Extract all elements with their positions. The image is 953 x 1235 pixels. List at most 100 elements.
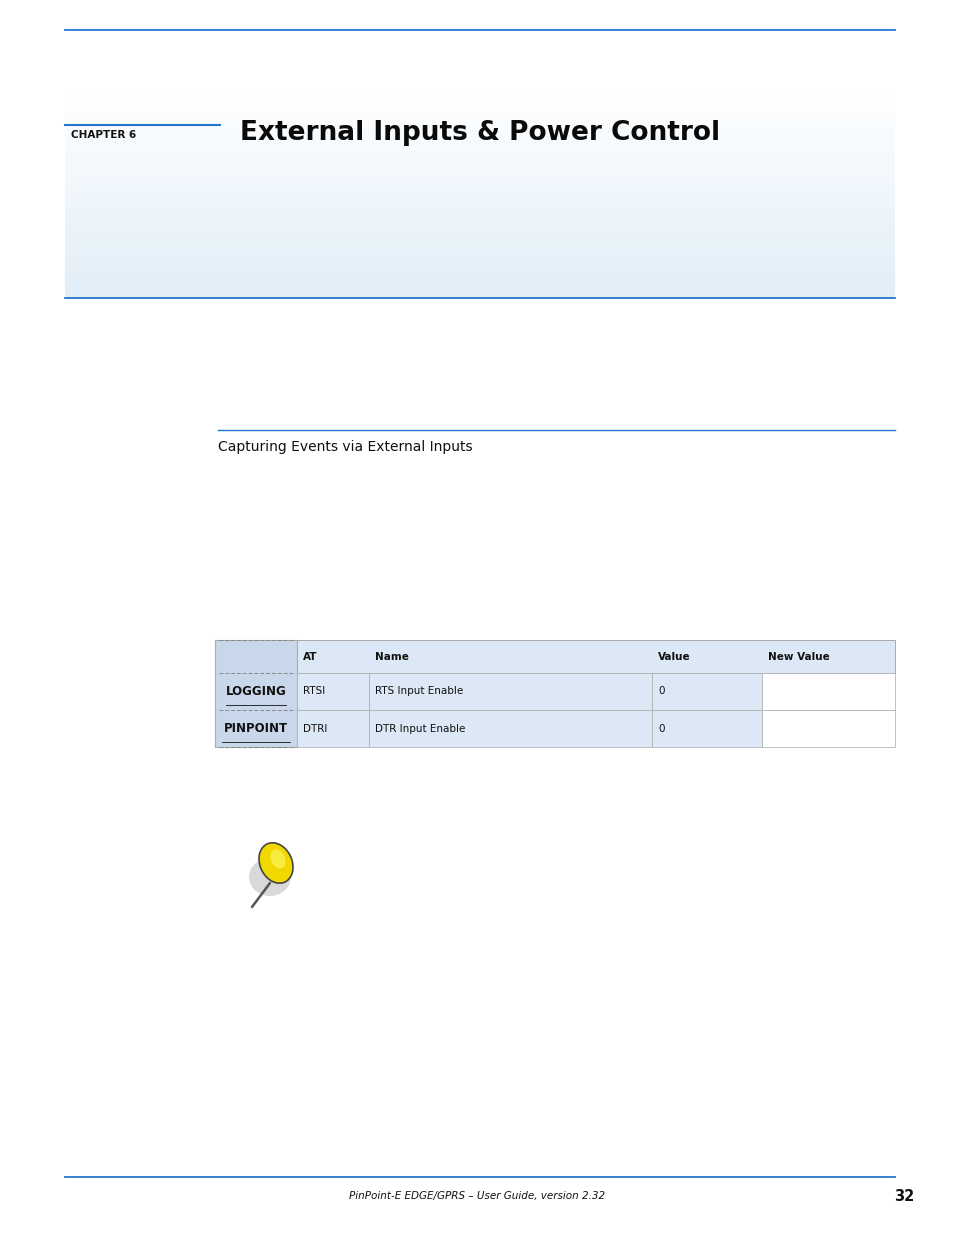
Bar (65, 120, 894, 122)
Bar (65, 285, 894, 288)
Bar (65, 261, 894, 263)
Bar (65, 154, 894, 157)
Bar (65, 290, 894, 293)
Text: Capturing Events via External Inputs: Capturing Events via External Inputs (218, 440, 472, 454)
Text: New Value: New Value (767, 652, 829, 662)
Bar (65, 191, 894, 194)
Text: PINPOINT: PINPOINT (224, 722, 288, 735)
Bar (65, 249, 894, 253)
Text: DTR Input Enable: DTR Input Enable (375, 724, 465, 734)
Bar (65, 180, 894, 184)
Bar (65, 295, 894, 298)
Bar (65, 178, 894, 180)
Bar (65, 245, 894, 247)
Bar (296, 673, 369, 710)
Bar (65, 224, 894, 226)
Bar (65, 168, 894, 170)
Bar (65, 288, 894, 290)
Bar (65, 101, 894, 104)
Bar (65, 149, 894, 152)
Bar (65, 212, 894, 215)
Bar (65, 111, 894, 115)
Bar (65, 279, 894, 282)
Text: AT: AT (303, 652, 317, 662)
Bar (65, 205, 894, 207)
Bar (369, 710, 651, 747)
Bar (65, 226, 894, 228)
Text: RTSI: RTSI (303, 687, 325, 697)
Bar (65, 136, 894, 138)
Bar (65, 165, 894, 168)
Bar (296, 710, 369, 747)
Bar (651, 673, 761, 710)
Bar (65, 157, 894, 159)
Bar (65, 175, 894, 178)
Text: LOGGING: LOGGING (226, 685, 286, 698)
Bar (65, 263, 894, 266)
Text: Name: Name (375, 652, 409, 662)
Text: 32: 32 (893, 1189, 913, 1204)
Bar (65, 90, 894, 93)
Bar (65, 256, 894, 258)
Text: CHAPTER 6: CHAPTER 6 (71, 130, 136, 140)
Bar (65, 269, 894, 272)
Bar (65, 170, 894, 173)
Text: PinPoint-E EDGE/GPRS – User Guide, version 2.32: PinPoint-E EDGE/GPRS – User Guide, versi… (349, 1191, 604, 1200)
Bar (65, 104, 894, 106)
Bar (65, 247, 894, 249)
Bar (65, 219, 894, 221)
Bar (651, 710, 761, 747)
Bar (65, 146, 894, 149)
Bar (65, 274, 894, 277)
Bar (65, 95, 894, 99)
Bar (65, 203, 894, 205)
Bar (65, 282, 894, 285)
Bar (65, 117, 894, 120)
Bar (65, 231, 894, 235)
Text: 0: 0 (658, 687, 664, 697)
Text: DTRI: DTRI (303, 724, 327, 734)
Bar (65, 93, 894, 95)
Bar (65, 162, 894, 165)
Bar (65, 242, 894, 245)
Bar (65, 266, 894, 269)
Bar (65, 173, 894, 175)
Bar (65, 235, 894, 237)
Bar (65, 210, 894, 212)
Bar (65, 106, 894, 109)
Bar (65, 215, 894, 219)
Bar (65, 293, 894, 295)
Bar (65, 122, 894, 125)
Bar (65, 159, 894, 162)
Ellipse shape (258, 842, 293, 883)
Ellipse shape (249, 858, 291, 897)
Bar (65, 138, 894, 141)
Bar (65, 152, 894, 154)
Bar (65, 237, 894, 240)
Bar (296, 640, 894, 673)
Bar (65, 228, 894, 231)
Text: 0: 0 (658, 724, 664, 734)
Bar (761, 710, 894, 747)
Bar (65, 272, 894, 274)
Bar (65, 200, 894, 203)
Bar (65, 99, 894, 101)
Bar (65, 258, 894, 261)
Bar (65, 143, 894, 146)
Text: Value: Value (658, 652, 690, 662)
Bar (65, 130, 894, 133)
Bar (65, 253, 894, 256)
Bar (65, 85, 894, 88)
Bar (65, 109, 894, 111)
Bar (214, 640, 296, 747)
Bar (65, 141, 894, 143)
Ellipse shape (270, 850, 285, 868)
Bar (65, 127, 894, 130)
Bar (369, 673, 651, 710)
Text: External Inputs & Power Control: External Inputs & Power Control (240, 120, 720, 146)
Bar (65, 221, 894, 224)
Bar (65, 189, 894, 191)
Bar (65, 207, 894, 210)
Bar (65, 184, 894, 186)
Bar (65, 194, 894, 196)
